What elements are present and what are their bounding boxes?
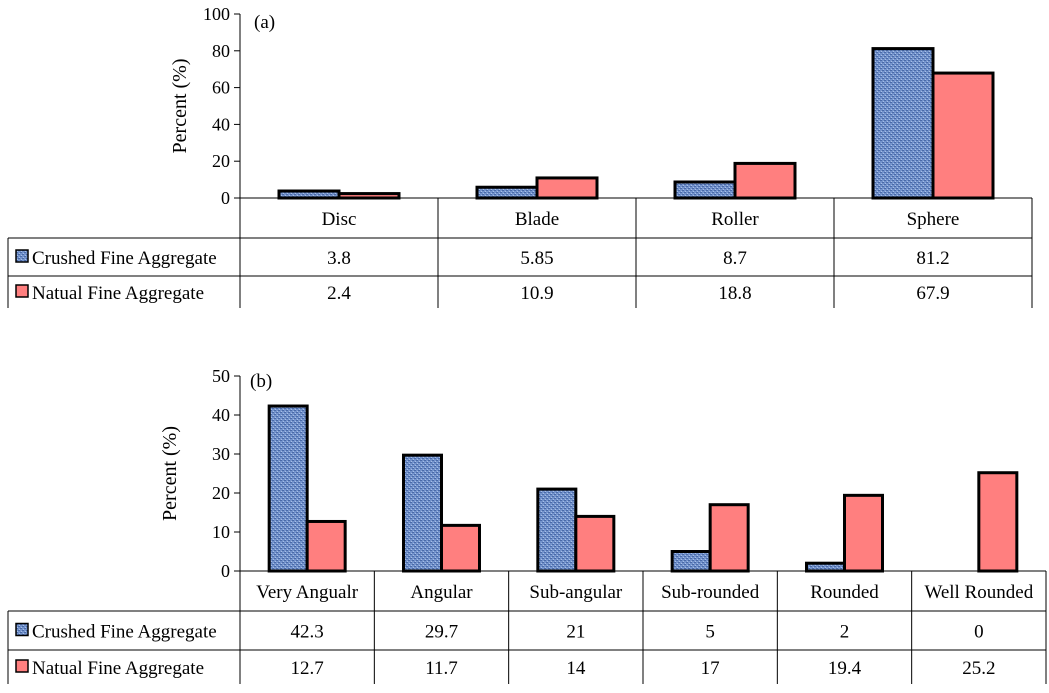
crushed-bar-angular — [402, 453, 443, 573]
data-label: 12.7 — [291, 658, 324, 679]
data-label: 11.7 — [425, 658, 458, 679]
natural-bar-sub-rounded — [708, 503, 750, 573]
legend-entry: Crushed Fine Aggregate — [32, 248, 217, 269]
y-axis-label: Percent (%) — [159, 426, 181, 521]
data-label: 0 — [974, 622, 984, 643]
natural-bar-sphere — [931, 71, 995, 200]
x-tick-label: Blade — [515, 209, 559, 230]
y-tick-label: 40 — [212, 405, 230, 425]
data-label: 5 — [705, 622, 715, 643]
y-tick-label: 0 — [221, 561, 230, 581]
crushed-bar-sub-rounded — [670, 550, 712, 573]
data-label: 29.7 — [425, 622, 458, 643]
natural-bar-sub-angular — [574, 514, 616, 573]
natural-bar-disc — [337, 192, 401, 200]
data-label: 21 — [566, 622, 585, 643]
data-label: 19.4 — [828, 658, 862, 679]
legend-key-crushed — [15, 249, 29, 263]
natural-bar-rounded — [843, 493, 884, 573]
legend-entry: Crushed Fine Aggregate — [32, 622, 217, 643]
legend-key-natural — [15, 284, 29, 298]
data-label: 67.9 — [916, 283, 949, 304]
data-label: 8.7 — [723, 248, 747, 269]
y-tick-label: 30 — [212, 444, 230, 464]
panel-label: (b) — [250, 371, 272, 392]
x-tick-label: Sub-rounded — [661, 582, 760, 603]
crushed-bar-very-angualr — [267, 404, 309, 573]
natural-bar-angular — [440, 523, 481, 573]
legend-entry: Natual Fine Aggregate — [32, 658, 204, 679]
y-tick-label: 10 — [212, 522, 230, 542]
chart-panel-0: 0 20 40 60 80 100 Percent (%) (a) Disc Blade Rolle… — [7, 4, 1033, 308]
y-tick-label: 60 — [212, 78, 230, 98]
natural-bar-blade — [535, 176, 599, 200]
x-tick-label: Sub-angular — [529, 582, 623, 603]
data-label: 2 — [840, 622, 850, 643]
data-label: 17 — [701, 658, 720, 679]
crushed-bar-blade — [475, 185, 539, 200]
data-label: 2.4 — [327, 283, 351, 304]
x-tick-label: Rounded — [810, 582, 879, 603]
crushed-bar-roller — [673, 180, 737, 200]
y-tick-label: 80 — [212, 41, 230, 61]
y-axis-label: Percent (%) — [169, 59, 191, 154]
y-tick-label: 100 — [203, 4, 230, 24]
x-tick-label: Very Angualr — [256, 582, 359, 603]
legend-key-natural — [15, 659, 29, 673]
data-label: 25.2 — [962, 658, 995, 679]
x-tick-label: Angular — [410, 582, 473, 603]
x-tick-label: Well Rounded — [924, 582, 1033, 603]
natural-bar-well-rounded — [977, 471, 1019, 573]
natural-bar-very-angualr — [305, 519, 347, 573]
data-label: 14 — [566, 658, 586, 679]
x-tick-label: Roller — [711, 209, 759, 230]
crushed-bar-disc — [277, 189, 341, 200]
crushed-bar-sphere — [871, 47, 935, 200]
crushed-bar-sub-angular — [536, 487, 578, 573]
data-label: 81.2 — [916, 248, 949, 269]
data-label: 5.85 — [520, 248, 553, 269]
data-label: 42.3 — [291, 622, 324, 643]
y-tick-label: 20 — [212, 483, 230, 503]
y-tick-label: 40 — [212, 114, 230, 134]
y-tick-label: 20 — [212, 151, 230, 171]
data-label: 18.8 — [718, 283, 751, 304]
data-label: 3.8 — [327, 248, 351, 269]
x-tick-label: Sphere — [907, 209, 960, 230]
x-tick-label: Disc — [322, 209, 357, 230]
legend-key-crushed — [15, 622, 29, 637]
y-tick-label: 0 — [221, 188, 230, 208]
data-label: 10.9 — [520, 283, 553, 304]
panel-label: (a) — [254, 12, 275, 33]
y-tick-label: 50 — [212, 366, 230, 386]
crushed-bar-rounded — [805, 561, 846, 573]
natural-bar-roller — [733, 161, 797, 200]
legend-entry: Natual Fine Aggregate — [32, 283, 204, 304]
